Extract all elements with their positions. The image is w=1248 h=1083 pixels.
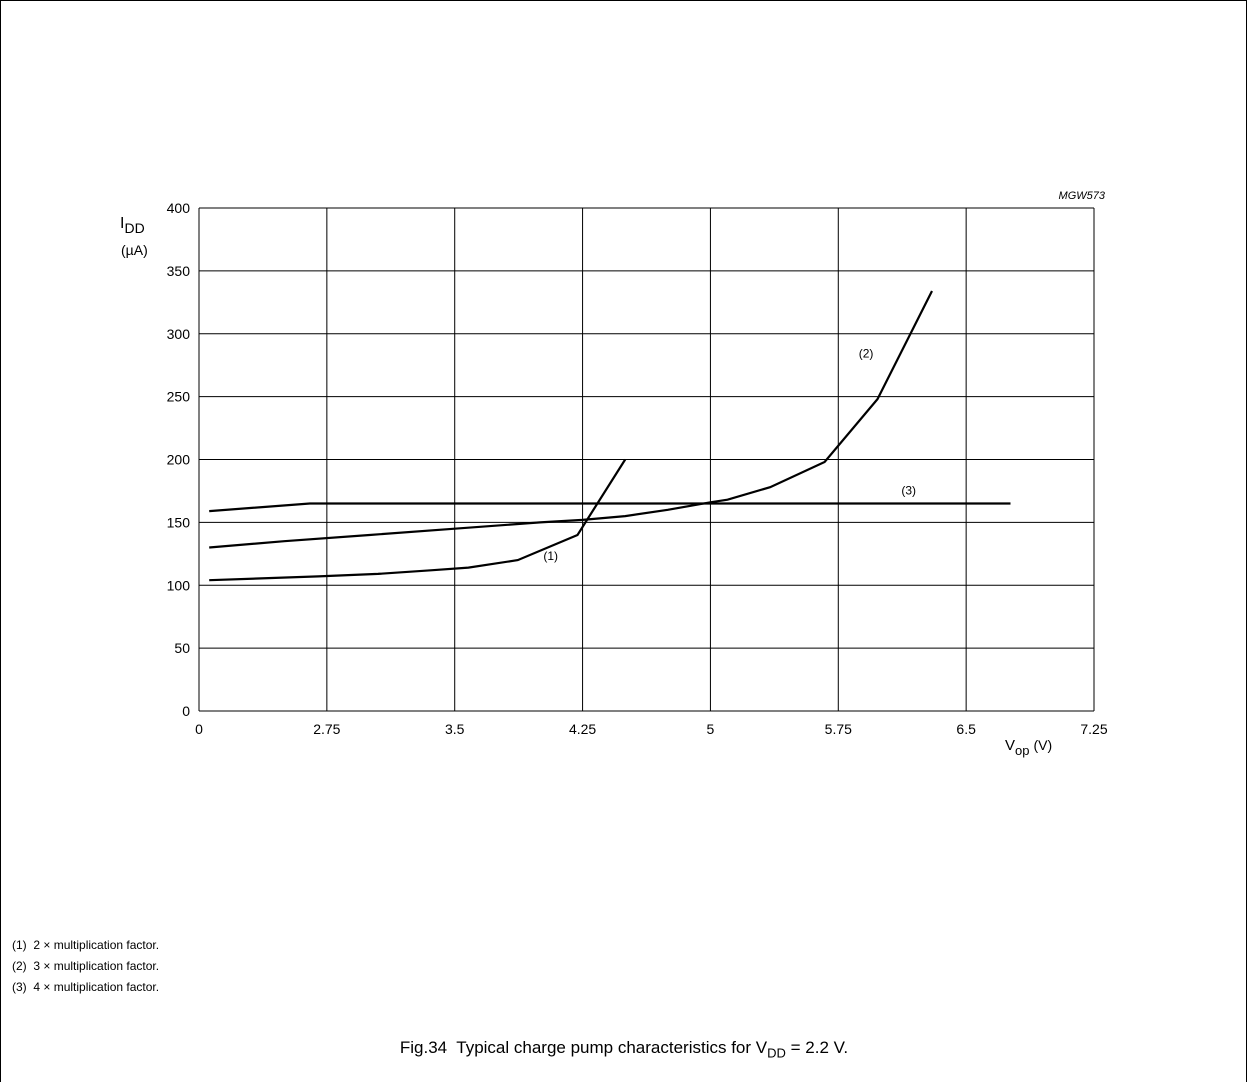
series-line-3 [209,502,1011,513]
series-line-1 [209,458,627,582]
x-tick-label: 7.25 [1080,721,1107,737]
y-tick-label: 150 [167,514,191,530]
x-tick-label: 3.5 [445,721,465,737]
footnote-1: (1) 2 × multiplication factor. [12,938,160,952]
y-tick-label: 350 [167,263,191,279]
grid-lines [198,207,1095,712]
y-axis-label-main: I [120,215,124,232]
x-tick-label: 5 [707,721,715,737]
y-axis-label: IDD [120,215,145,236]
y-axis-label-sub: DD [124,220,144,236]
x-tick-label: 0 [195,721,203,737]
footnote-2: (2) 3 × multiplication factor. [12,959,160,973]
x-axis-label: Vop (V) [1005,737,1052,758]
series-label-1: (1) [543,549,558,563]
series-label-3: (3) [901,484,916,498]
x-axis-label-main: V [1005,737,1015,754]
footnotes: (1) 2 × multiplication factor. (2) 3 × m… [12,935,159,998]
series-label-2: (2) [859,347,874,361]
x-tick-label: 4.25 [569,721,596,737]
y-tick-labels: 0 50 100 150 200 250 300 350 400 [167,200,191,719]
x-tick-labels: 0 2.75 3.5 4.25 5 5.75 6.5 7.25 [195,721,1108,737]
x-axis-label-unit: (V) [1033,737,1052,753]
series-line-2 [209,290,933,549]
x-axis-label-sub: op [1015,743,1029,758]
chart-code: MGW573 [1059,190,1106,202]
y-axis-unit: (µA) [121,242,148,258]
x-tick-label: 6.5 [956,721,976,737]
footnote-3: (3) 4 × multiplication factor. [12,980,160,994]
y-tick-label: 100 [167,577,191,593]
series-lines [209,290,1011,582]
y-tick-label: 0 [182,703,190,719]
y-tick-label: 300 [167,326,191,342]
series-labels: (1) (2) (3) [543,347,916,563]
x-tick-label: 2.75 [313,721,340,737]
y-tick-label: 200 [167,452,191,468]
x-tick-label: 5.75 [825,721,852,737]
y-tick-label: 400 [167,200,191,216]
y-tick-label: 50 [174,640,190,656]
figure-caption: Fig.34 Typical charge pump characteristi… [399,1038,849,1061]
y-tick-label: 250 [167,389,191,405]
